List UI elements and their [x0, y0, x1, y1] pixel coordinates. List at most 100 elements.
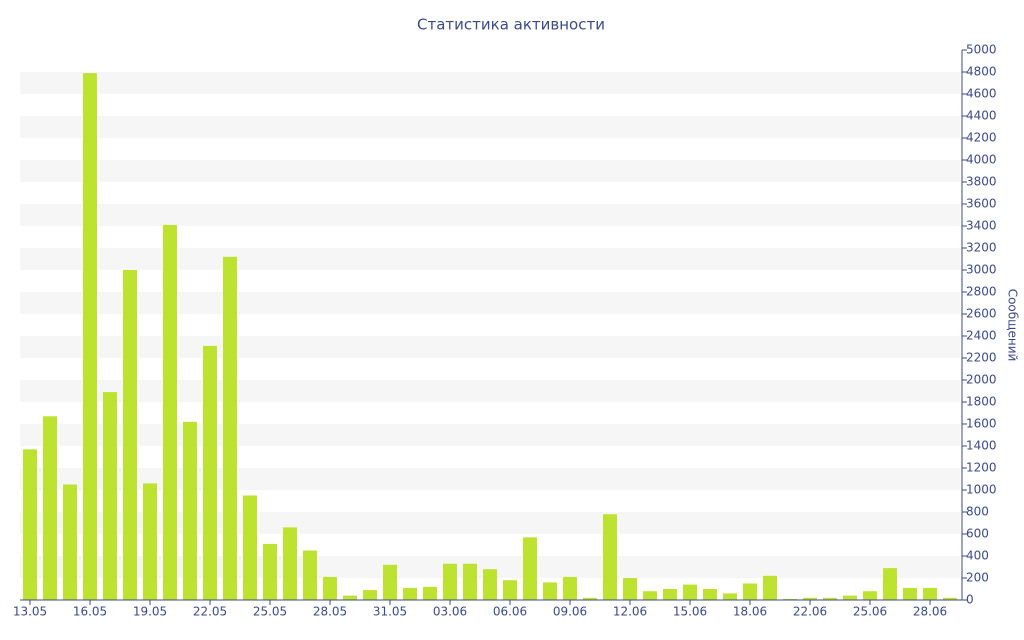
x-tick-label: 18.06 — [733, 605, 767, 619]
grid-band — [20, 512, 960, 534]
y-tick-label: 200 — [966, 571, 989, 585]
x-tick-label: 25.05 — [253, 605, 287, 619]
y-axis-label: Сообщений — [1006, 289, 1020, 362]
chart-title: Статистика активности — [417, 16, 605, 34]
bar — [723, 593, 737, 600]
x-tick-label: 31.05 — [373, 605, 407, 619]
y-tick-label: 4600 — [966, 87, 997, 101]
y-tick-label: 4400 — [966, 109, 997, 123]
y-tick-label: 600 — [966, 527, 989, 541]
bar — [783, 598, 797, 600]
bar — [743, 583, 757, 600]
y-tick-label: 2400 — [966, 329, 997, 343]
x-tick-label: 19.05 — [133, 605, 167, 619]
grid-band — [20, 116, 960, 138]
grid-band — [20, 160, 960, 182]
y-tick-label: 1800 — [966, 395, 997, 409]
bar — [43, 416, 57, 600]
x-tick-label: 28.06 — [913, 605, 947, 619]
bar — [763, 575, 777, 600]
x-tick-label: 03.06 — [433, 605, 467, 619]
bar — [223, 256, 237, 600]
x-tick-label: 12.06 — [613, 605, 647, 619]
grid-band — [20, 292, 960, 314]
bar — [83, 73, 97, 601]
bar — [523, 537, 537, 600]
bar — [163, 224, 177, 600]
bar — [943, 597, 957, 600]
bar — [503, 580, 517, 600]
bar — [623, 578, 637, 600]
x-tick-label: 25.06 — [853, 605, 887, 619]
bar — [343, 595, 357, 600]
bar — [563, 576, 577, 600]
bar — [323, 576, 337, 600]
y-tick-label: 3200 — [966, 241, 997, 255]
y-tick-label: 3600 — [966, 197, 997, 211]
x-tick-label: 22.05 — [193, 605, 227, 619]
y-tick-label: 4200 — [966, 131, 997, 145]
bar — [263, 543, 277, 600]
y-tick-label: 2000 — [966, 373, 997, 387]
bar — [823, 597, 837, 600]
x-tick-label: 15.06 — [673, 605, 707, 619]
bar — [543, 582, 557, 600]
y-tick-label: 4000 — [966, 153, 997, 167]
grid-band — [20, 204, 960, 226]
x-tick-label: 09.06 — [553, 605, 587, 619]
y-tick-label: 3800 — [966, 175, 997, 189]
y-tick-label: 1600 — [966, 417, 997, 431]
bar — [443, 563, 457, 600]
grid-band — [20, 336, 960, 358]
y-tick-label: 2200 — [966, 351, 997, 365]
y-tick-label: 1000 — [966, 483, 997, 497]
bar — [463, 563, 477, 600]
bar — [923, 587, 937, 600]
bar — [483, 569, 497, 600]
bar — [123, 270, 137, 600]
bar — [403, 587, 417, 600]
bar — [643, 591, 657, 600]
y-tick-label: 1200 — [966, 461, 997, 475]
bar — [383, 564, 397, 600]
grid-band — [20, 468, 960, 490]
x-tick-label: 06.06 — [493, 605, 527, 619]
bar — [863, 591, 877, 600]
bar — [583, 597, 597, 600]
grid-band — [20, 248, 960, 270]
bar — [283, 527, 297, 600]
x-tick-label: 16.05 — [73, 605, 107, 619]
bar — [363, 590, 377, 600]
bar — [23, 449, 37, 600]
y-tick-label: 3400 — [966, 219, 997, 233]
bar — [183, 421, 197, 600]
bar — [803, 597, 817, 600]
bar — [143, 483, 157, 600]
bar — [883, 568, 897, 600]
x-tick-label: 28.05 — [313, 605, 347, 619]
bar — [63, 484, 77, 600]
y-tick-label: 400 — [966, 549, 989, 563]
y-tick-label: 0 — [966, 593, 974, 607]
y-tick-label: 2600 — [966, 307, 997, 321]
grid-band — [20, 380, 960, 402]
grid-band — [20, 72, 960, 94]
bar — [663, 589, 677, 600]
bar — [903, 587, 917, 600]
bar — [683, 584, 697, 600]
bar — [603, 514, 617, 600]
grid-band — [20, 424, 960, 446]
bar — [303, 550, 317, 600]
y-tick-label: 5000 — [966, 43, 997, 57]
bar — [243, 495, 257, 600]
y-tick-label: 1400 — [966, 439, 997, 453]
x-tick-label: 13.05 — [13, 605, 47, 619]
bar — [703, 589, 717, 600]
bar — [103, 392, 117, 600]
x-tick-label: 22.06 — [793, 605, 827, 619]
y-tick-label: 2800 — [966, 285, 997, 299]
y-tick-label: 4800 — [966, 65, 997, 79]
bar — [203, 345, 217, 600]
y-tick-label: 3000 — [966, 263, 997, 277]
